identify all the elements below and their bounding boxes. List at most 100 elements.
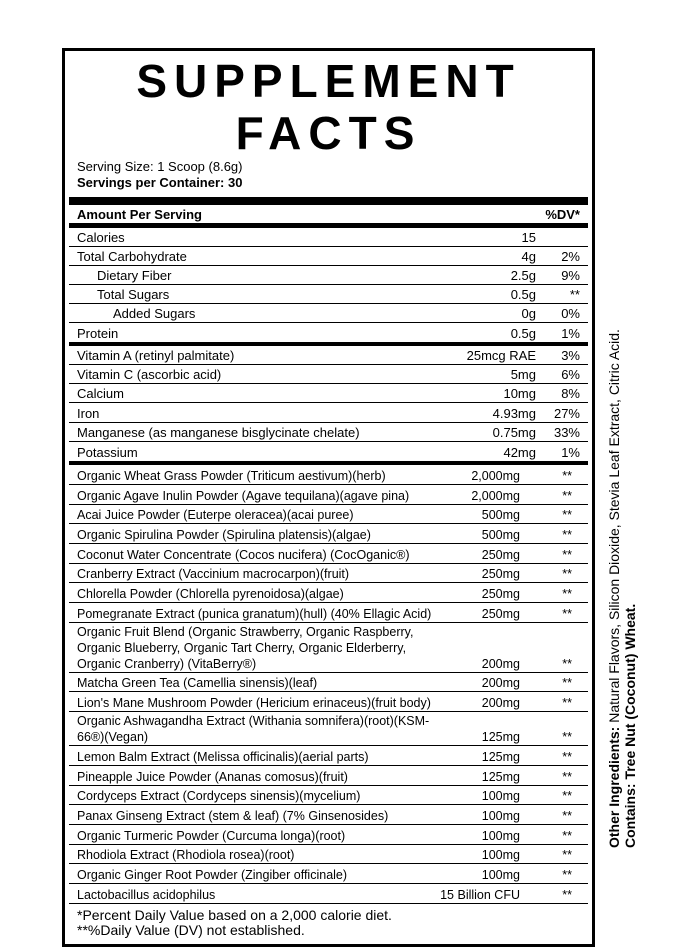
row-dv: **: [562, 468, 572, 483]
table-row: Cranberry Extract (Vaccinium macrocarpon…: [69, 564, 588, 584]
row-dv: **: [562, 547, 572, 562]
row-amount: 0.5g: [510, 287, 536, 302]
row-amount: 4.93mg: [492, 405, 536, 421]
row-name: Panax Ginseng Extract (stem & leaf) (7% …: [77, 808, 389, 823]
table-row: Coconut Water Concentrate (Cocos nucifer…: [69, 544, 588, 564]
table-row: Calories 15: [69, 228, 588, 247]
nutrient-list: Calories 15 Total Carbohydrate 4g 2% Dietary …: [65, 228, 592, 342]
row-dv: **: [562, 696, 572, 711]
row-name: Organic Ginger Root Powder (Zingiber off…: [77, 867, 348, 882]
row-name: Lactobacillus acidophilus: [77, 887, 216, 902]
panel-title: SUPPLEMENT FACTS: [136, 55, 521, 159]
table-row: Protein 0.5g 1%: [69, 323, 588, 342]
row-amount: 5mg: [510, 367, 536, 383]
row-amount: 10mg: [503, 386, 536, 402]
row-amount: 15 Billion CFU: [440, 887, 520, 902]
row-dv: **: [562, 528, 572, 543]
row-name: Lemon Balm Extract (Melissa officinalis)…: [77, 749, 369, 764]
row-amount: 2,000mg: [471, 488, 520, 503]
serving-size: Serving Size: 1 Scoop (8.6g): [77, 159, 243, 174]
table-row: Cordyceps Extract (Cordyceps sinensis)(m…: [69, 786, 588, 806]
row-name: Total Sugars: [97, 287, 170, 302]
row-amount: 0.5g: [510, 325, 536, 341]
row-name: Cordyceps Extract (Cordyceps sinensis)(m…: [77, 789, 361, 804]
row-name: Protein: [77, 325, 119, 341]
table-row: Organic Ashwagandha Extract (Withania so…: [69, 712, 588, 747]
row-amount: 100mg: [481, 828, 520, 843]
row-name: Vitamin C (ascorbic acid): [77, 367, 222, 383]
row-dv: 3%: [561, 347, 580, 363]
row-amount: 100mg: [481, 789, 520, 804]
row-dv: 33%: [553, 424, 580, 440]
table-row: Dietary Fiber 2.5g 9%: [69, 266, 588, 285]
row-name: Pineapple Juice Powder (Ananas comosus)(…: [77, 769, 348, 784]
row-amount: 100mg: [481, 867, 520, 882]
row-amount: 42mg: [503, 445, 536, 461]
row-amount: 200mg: [481, 676, 520, 691]
row-name: Organic Fruit Blend (Organic Strawberry,…: [77, 624, 414, 671]
table-row: Panax Ginseng Extract (stem & leaf) (7% …: [69, 805, 588, 825]
table-row: Lion's Mane Mushroom Powder (Hericium er…: [69, 692, 588, 713]
row-name: Matcha Green Tea (Camellia sinensis)(lea…: [77, 676, 318, 691]
row-name: Organic Turmeric Powder (Curcuma longa)(…: [77, 828, 346, 843]
row-dv: **: [562, 808, 572, 823]
footnote: *Percent Daily Value based on a 2,000 ca…: [77, 906, 392, 923]
row-name: Lion's Mane Mushroom Powder (Hericium er…: [77, 696, 431, 711]
row-name: Vitamin A (retinyl palmitate): [77, 347, 235, 363]
row-dv: **: [569, 287, 580, 302]
contains-label: Contains: Tree Nut (Coconut): [622, 653, 638, 848]
row-amount: 125mg: [481, 730, 520, 745]
row-name: Manganese (as manganese bisglycinate che…: [77, 424, 360, 440]
table-row: Organic Ginger Root Powder (Zingiber off…: [69, 864, 588, 884]
divider: [69, 197, 588, 205]
ingredient-list: Organic Wheat Grass Powder (Triticum aes…: [65, 465, 592, 904]
other-ingredients-label: Other Ingredients:: [606, 726, 622, 848]
row-dv: **: [562, 676, 572, 691]
row-amount: 100mg: [481, 808, 520, 823]
supplement-facts-panel: SUPPLEMENT FACTS Serving Size: 1 Scoop (…: [62, 48, 595, 947]
row-amount: 250mg: [481, 547, 520, 562]
row-dv: **: [562, 828, 572, 843]
row-amount: 500mg: [481, 528, 520, 543]
row-amount: 250mg: [481, 587, 520, 602]
row-name: Cranberry Extract (Vaccinium macrocarpon…: [77, 567, 350, 582]
table-row: Calcium 10mg 8%: [69, 384, 588, 404]
row-name: Organic Ashwagandha Extract (Withania so…: [77, 714, 430, 745]
row-amount: 2.5g: [510, 268, 536, 283]
divider: [69, 461, 588, 466]
row-amount: 500mg: [481, 508, 520, 523]
table-row: Organic Spirulina Powder (Spirulina plat…: [69, 524, 588, 545]
table-row: Rhodiola Extract (Rhodiola rosea)(root) 1…: [69, 845, 588, 865]
row-amount: 4g: [521, 249, 536, 264]
row-dv: 8%: [561, 386, 580, 402]
row-amount: 0g: [521, 306, 536, 321]
row-name: Pomegranate Extract (punica granatum)(hu…: [77, 606, 432, 621]
contains-text: Wheat.: [622, 603, 638, 654]
row-name: Coconut Water Concentrate (Cocos nucifer…: [77, 547, 410, 562]
row-amount: 100mg: [481, 848, 520, 863]
table-header: Amount Per Serving %DV*: [69, 205, 588, 224]
table-row: Acai Juice Powder (Euterpe oleracea)(aca…: [69, 505, 588, 525]
amount-per-serving-header: Amount Per Serving: [77, 207, 202, 222]
table-row: Organic Wheat Grass Powder (Triticum aes…: [69, 465, 588, 485]
row-name: Dietary Fiber: [97, 268, 172, 283]
row-name: Organic Wheat Grass Powder (Triticum aes…: [77, 468, 386, 483]
row-dv: **: [562, 867, 572, 882]
row-amount: 200mg: [481, 696, 520, 711]
table-row: Organic Fruit Blend (Organic Strawberry,…: [69, 623, 588, 673]
row-dv: **: [562, 769, 572, 784]
row-dv: **: [562, 749, 572, 764]
row-amount: 125mg: [481, 749, 520, 764]
divider: [69, 224, 588, 228]
row-dv: **: [562, 508, 572, 523]
row-dv: **: [562, 567, 572, 582]
table-row: Pineapple Juice Powder (Ananas comosus)(…: [69, 766, 588, 786]
row-name: Organic Agave Inulin Powder (Agave tequi…: [77, 488, 410, 503]
footnote: **%Daily Value (DV) not established.: [77, 921, 305, 938]
dv-header: %DV*: [545, 207, 580, 222]
row-dv: **: [562, 730, 572, 745]
vitamin-list: Vitamin A (retinyl palmitate) 25mcg RAE 3%…: [65, 346, 592, 462]
row-name: Iron: [77, 405, 100, 421]
row-amount: 2,000mg: [471, 468, 520, 483]
row-amount: 25mcg RAE: [466, 347, 536, 363]
